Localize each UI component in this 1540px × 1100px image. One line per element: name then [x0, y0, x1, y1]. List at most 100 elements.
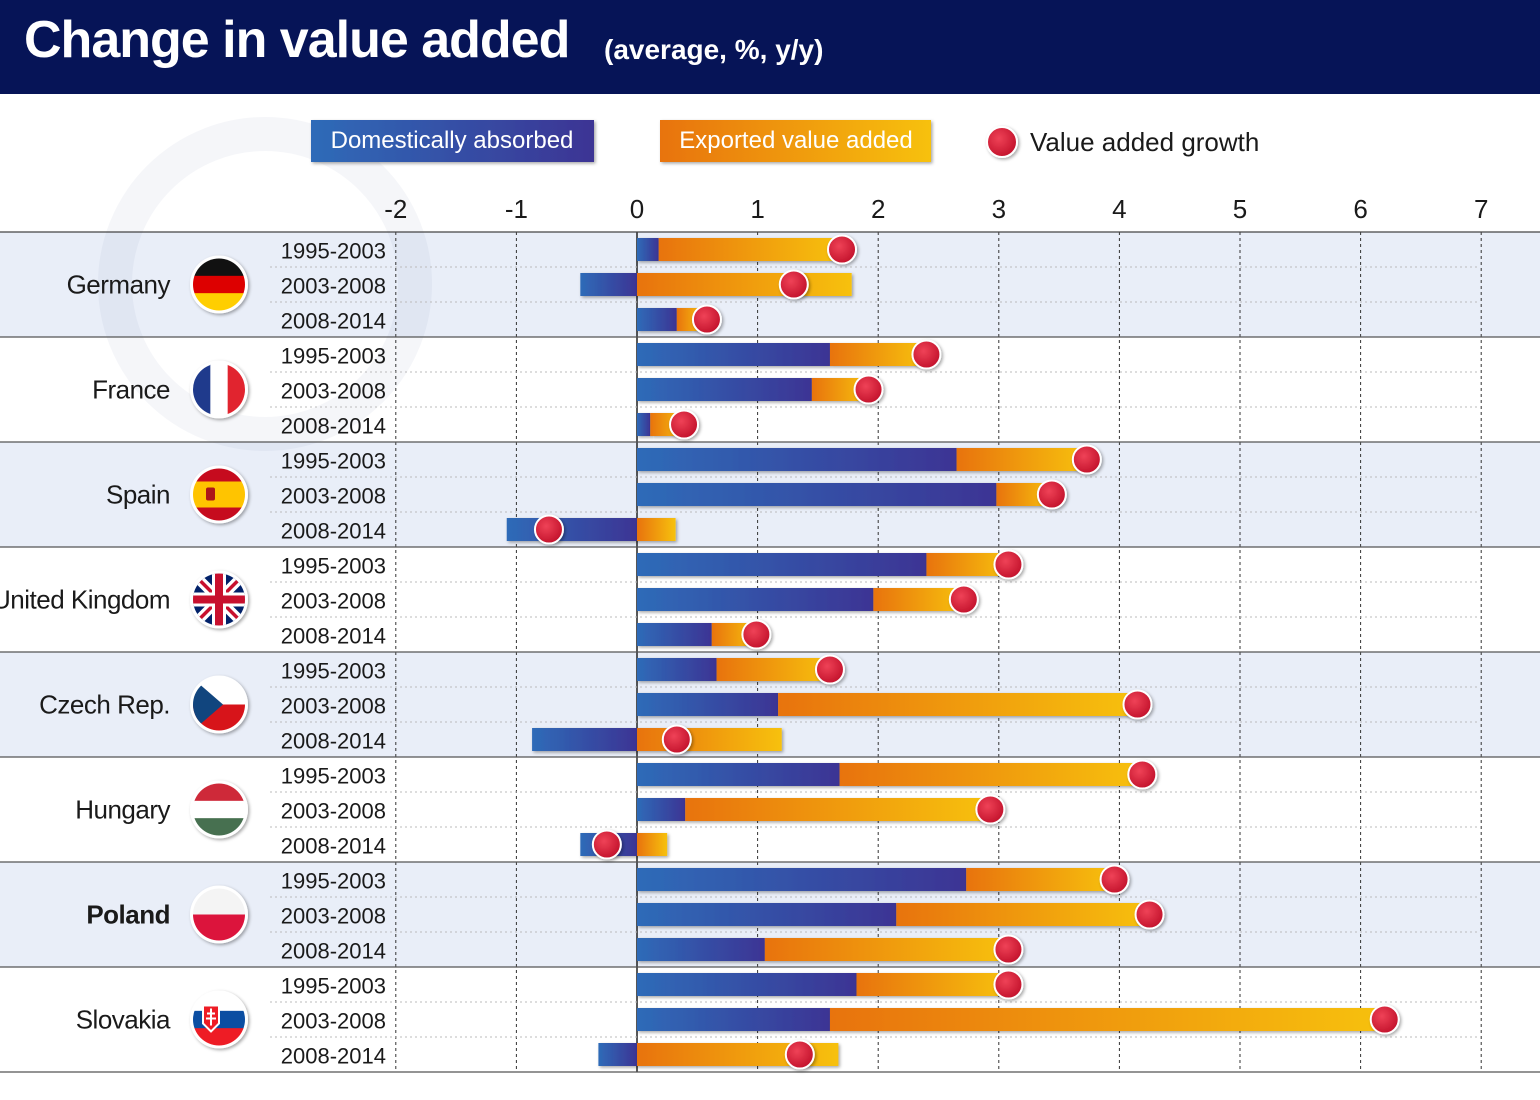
growth-marker	[1071, 444, 1102, 475]
growth-marker	[1036, 479, 1067, 510]
domestic-bar	[598, 1043, 637, 1066]
growth-marker	[784, 1039, 815, 1070]
exported-bar	[764, 938, 1009, 961]
domestic-bar	[637, 868, 967, 891]
slovakia-flag-icon	[190, 990, 248, 1049]
germany-flag-icon	[190, 255, 248, 314]
domestic-bar	[637, 413, 651, 436]
growth-marker	[1134, 899, 1165, 930]
period-label: 2008-2014	[281, 309, 386, 334]
legend-exported-label: Exported value added	[679, 127, 913, 154]
legend-exported: Exported value added	[660, 120, 931, 162]
country-label: United Kingdom	[0, 585, 170, 615]
exported-bar	[637, 728, 782, 751]
title-bar: Change in value added (average, %, y/y)	[0, 0, 1540, 94]
country-label: Germany	[67, 270, 171, 300]
growth-marker	[741, 619, 772, 650]
czech-flag-icon	[190, 675, 248, 734]
domestic-bar	[580, 273, 637, 296]
country-label: Hungary	[75, 795, 170, 825]
period-label: 1995-2003	[281, 554, 386, 579]
watermark-logo	[98, 117, 432, 451]
domestic-bar	[637, 798, 686, 821]
domestic-bar	[637, 378, 812, 401]
exported-bar	[956, 448, 1087, 471]
exported-bar	[839, 763, 1143, 786]
country-label: Slovakia	[76, 1005, 171, 1035]
domestic-bar	[637, 693, 779, 716]
period-label: 2008-2014	[281, 939, 386, 964]
domestic-bar	[637, 938, 765, 961]
x-tick-label: 0	[630, 194, 644, 224]
domestic-bar	[637, 973, 857, 996]
period-label: 1995-2003	[281, 344, 386, 369]
period-label: 1995-2003	[281, 239, 386, 264]
growth-marker	[993, 969, 1024, 1000]
domestic-bar	[637, 343, 830, 366]
period-label: 2003-2008	[281, 274, 386, 299]
period-label: 2003-2008	[281, 1009, 386, 1034]
x-tick-label: 4	[1112, 194, 1126, 224]
legend-domestic: Domestically absorbed	[311, 120, 594, 162]
x-tick-label: -1	[505, 194, 528, 224]
x-tick-label: 6	[1353, 194, 1367, 224]
country-label: Poland	[86, 900, 170, 930]
growth-marker	[778, 269, 809, 300]
domestic-bar	[532, 728, 637, 751]
period-label: 2003-2008	[281, 484, 386, 509]
growth-marker	[975, 794, 1006, 825]
period-label: 2008-2014	[281, 519, 386, 544]
france-flag-icon	[190, 360, 248, 419]
period-label: 1995-2003	[281, 659, 386, 684]
period-label: 2008-2014	[281, 624, 386, 649]
period-label: 2003-2008	[281, 379, 386, 404]
chart-title: Change in value added	[24, 11, 570, 69]
growth-marker	[1122, 689, 1153, 720]
growth-marker	[1099, 864, 1130, 895]
period-label: 2008-2014	[281, 414, 386, 439]
growth-marker	[591, 829, 622, 860]
legend-domestic-label: Domestically absorbed	[331, 127, 574, 154]
growth-marker	[669, 409, 700, 440]
hungary-flag-icon	[190, 780, 248, 839]
period-label: 2003-2008	[281, 904, 386, 929]
poland-flag-icon	[190, 885, 248, 944]
domestic-bar	[637, 588, 874, 611]
growth-marker	[993, 934, 1024, 965]
period-label: 1995-2003	[281, 974, 386, 999]
domestic-bar	[637, 483, 997, 506]
domestic-bar	[637, 238, 659, 261]
period-label: 2008-2014	[281, 729, 386, 754]
country-label: Czech Rep.	[39, 690, 170, 720]
exported-bar	[811, 378, 869, 401]
growth-marker	[948, 584, 979, 615]
exported-bar	[685, 798, 991, 821]
x-tick-label: 1	[750, 194, 764, 224]
exported-bar	[778, 693, 1138, 716]
growth-marker	[1127, 759, 1158, 790]
period-label: 1995-2003	[281, 449, 386, 474]
exported-bar	[637, 273, 852, 296]
growth-marker	[533, 514, 564, 545]
period-label: 2003-2008	[281, 799, 386, 824]
exported-bar	[637, 518, 676, 541]
x-tick-label: -2	[384, 194, 407, 224]
domestic-bar	[637, 553, 927, 576]
country-label: France	[92, 375, 170, 405]
domestic-bar	[506, 518, 637, 541]
exported-bar	[716, 658, 830, 681]
exported-bar	[896, 903, 1150, 926]
value-added-chart: Domestically absorbed Exported value add…	[0, 117, 1540, 1073]
period-label: 2008-2014	[281, 834, 386, 859]
growth-marker	[814, 654, 845, 685]
chart-subtitle: (average, %, y/y)	[604, 34, 824, 65]
exported-bar	[966, 868, 1115, 891]
x-tick-label: 7	[1474, 194, 1488, 224]
x-tick-label: 2	[871, 194, 885, 224]
domestic-bar	[637, 903, 897, 926]
growth-marker	[827, 234, 858, 265]
exported-bar	[926, 553, 1009, 576]
period-label: 1995-2003	[281, 764, 386, 789]
domestic-bar	[637, 308, 677, 331]
domestic-bar	[637, 623, 712, 646]
